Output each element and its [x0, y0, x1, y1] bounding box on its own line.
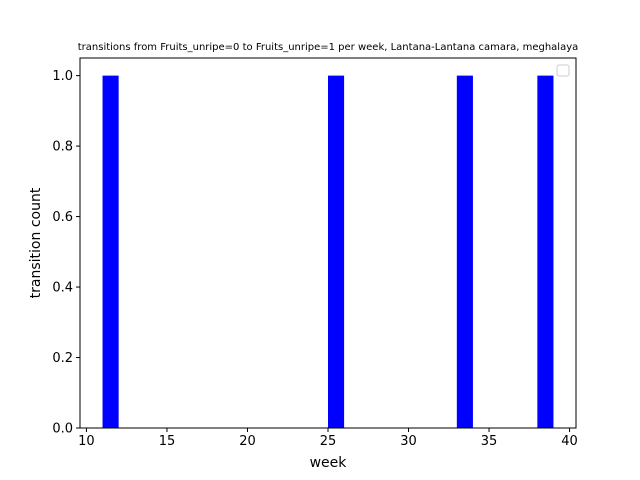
- x-axis-label: week: [310, 455, 348, 471]
- y-tick-label: 0.2: [52, 351, 73, 366]
- bar-week-33.5: [456, 75, 473, 428]
- y-axis-label: transition count: [28, 187, 44, 298]
- chart-title: transitions from Fruits_unripe=0 to Frui…: [78, 42, 579, 53]
- x-tick-label: 10: [78, 434, 95, 449]
- bar-week-25.5: [328, 75, 345, 428]
- x-tick-label: 40: [561, 434, 578, 449]
- x-tick-label: 15: [159, 434, 176, 449]
- y-axis-ticks: 0.0 0.2 0.4 0.6 0.8 1.0: [52, 69, 80, 437]
- x-tick-label: 20: [239, 434, 256, 449]
- x-tick-label: 35: [481, 434, 498, 449]
- bar-series: [102, 75, 554, 428]
- x-axis-ticks: 10 15 20 25 30 35 40: [78, 428, 578, 449]
- y-tick-label: 0.0: [52, 422, 73, 437]
- y-tick-label: 1.0: [52, 69, 73, 84]
- y-tick-label: 0.4: [52, 281, 73, 296]
- bar-week-11.5: [102, 75, 119, 428]
- legend-box: [556, 64, 570, 77]
- x-tick-label: 30: [400, 434, 417, 449]
- y-tick-label: 0.8: [52, 140, 73, 155]
- bar-week-38.5: [537, 75, 554, 428]
- x-tick-label: 25: [320, 434, 337, 449]
- y-tick-label: 0.6: [52, 210, 73, 225]
